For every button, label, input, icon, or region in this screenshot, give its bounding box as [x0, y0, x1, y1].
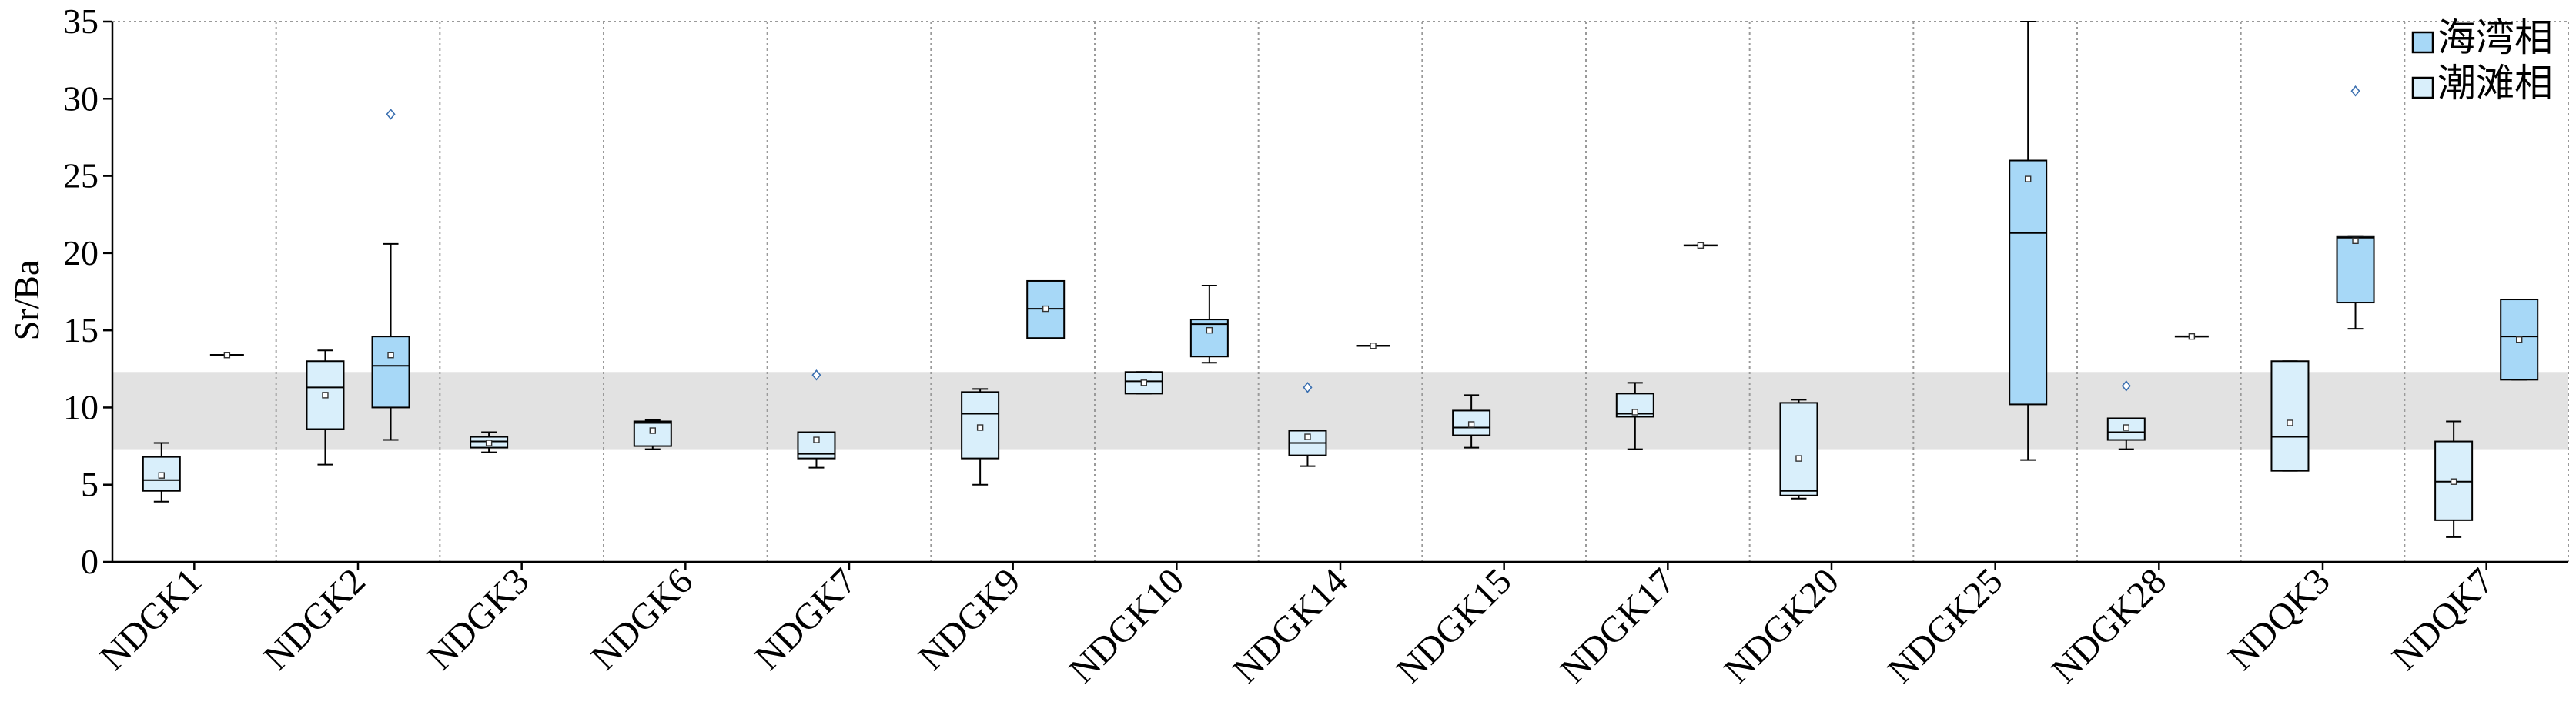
- box-bay-NDGK17: [1683, 242, 1718, 249]
- box-body: [2009, 159, 2048, 406]
- x-tick-label: NDGK3: [420, 560, 537, 677]
- reference-band: [112, 372, 2568, 450]
- mean-marker: [158, 472, 166, 479]
- mean-marker: [485, 440, 493, 446]
- box-tidal-NDGK14: [1288, 382, 1327, 467]
- mean-marker: [1697, 242, 1705, 249]
- mean-marker: [2024, 175, 2032, 182]
- mean-marker: [2123, 424, 2130, 431]
- mean-marker: [1631, 409, 1639, 416]
- box-tidal-NDGK2: [306, 349, 345, 466]
- mean-marker: [2515, 336, 2523, 343]
- legend-swatch-tidal: [2411, 76, 2434, 99]
- box-bay-NDGK14: [1356, 343, 1390, 349]
- y-tick-label: 25: [63, 156, 99, 196]
- x-tick-label: NDQK7: [2384, 560, 2501, 677]
- box-body: [2270, 360, 2310, 472]
- box-tidal-NDGK9: [961, 388, 1000, 486]
- box-tidal-NDGK7: [797, 369, 836, 469]
- mean-marker: [2450, 478, 2457, 485]
- box-bay-NDGK2: [371, 109, 410, 441]
- category-separator-lines: [112, 21, 2568, 562]
- box-bay-NDGK25: [2009, 21, 2048, 461]
- mean-marker: [976, 424, 984, 431]
- box-body: [371, 336, 410, 409]
- x-tick-label: NDGK17: [1553, 560, 1683, 690]
- x-tick-label: NDGK2: [256, 560, 373, 677]
- x-tick-label: NDGK10: [1062, 560, 1192, 690]
- y-tick-label: 0: [81, 542, 99, 581]
- outlier-point: [2350, 85, 2360, 97]
- shaded-reference-band: [112, 372, 2568, 450]
- y-axis-title: Sr/Ba: [7, 260, 46, 341]
- box-body: [2336, 235, 2375, 304]
- box-bay-NDGK1: [209, 352, 244, 359]
- x-tick-label: NDGK14: [1225, 560, 1355, 690]
- box-tidal-NDQK7: [2434, 420, 2474, 538]
- box-body: [1189, 319, 1229, 358]
- outlier-point: [1303, 382, 1313, 393]
- legend-label-bay: 海湾相: [2437, 16, 2553, 59]
- legend-swatch-bay: [2411, 31, 2434, 54]
- box-tidal-NDGK10: [1124, 371, 1163, 395]
- y-tick-label: 30: [63, 79, 99, 118]
- box-tidal-NDGK15: [1452, 394, 1491, 449]
- mean-marker: [223, 352, 231, 359]
- outlier-point: [811, 369, 821, 381]
- box-tidal-NDGK3: [470, 431, 509, 453]
- box-bay-NDGK10: [1189, 284, 1229, 364]
- y-tick-label: 10: [63, 387, 99, 426]
- mean-marker: [322, 392, 329, 399]
- box-tidal-NDQK3: [2270, 360, 2310, 472]
- mean-marker: [649, 427, 656, 434]
- box-plot-series: [142, 21, 2539, 538]
- x-tick-label: NDGK20: [1716, 560, 1846, 690]
- mean-marker: [2188, 333, 2196, 340]
- axes: 0 5 10 15 20 25 30 35 NDGK1 NDGK2 NDGK3 NDGK6 NDGK7 N…: [63, 2, 2569, 691]
- y-tick-label: 20: [63, 233, 99, 272]
- mean-marker: [1140, 379, 1148, 386]
- box-bay-NDQK3: [2336, 85, 2375, 330]
- box-tidal-NDGK1: [142, 442, 181, 503]
- mean-marker: [2287, 419, 2293, 426]
- y-tick-label: 15: [63, 310, 99, 349]
- x-tick-label: NDGK9: [911, 560, 1028, 677]
- x-tick-label: NDGK15: [1389, 560, 1519, 690]
- box-body: [1779, 402, 1818, 496]
- mean-marker: [1370, 343, 1377, 349]
- mean-marker: [2352, 237, 2359, 245]
- y-tick-label: 5: [81, 465, 99, 504]
- box-body: [1026, 279, 1066, 339]
- box-bay-NDGK28: [2174, 333, 2209, 340]
- x-tick-label: NDGK7: [747, 560, 864, 677]
- x-tick-label: NDGK6: [584, 560, 701, 677]
- box-tidal-NDGK28: [2106, 380, 2146, 450]
- outlier-point: [386, 109, 396, 120]
- box-tidal-NDGK20: [1779, 399, 1818, 500]
- legend: 海湾相 潮滩相: [2411, 16, 2553, 105]
- box-tidal-NDGK17: [1615, 382, 1654, 450]
- y-tick-label: 35: [63, 2, 99, 41]
- mean-marker: [1304, 433, 1311, 440]
- mean-marker: [1042, 305, 1049, 313]
- outlier-point: [2121, 380, 2131, 392]
- box-bay-NDGK9: [1026, 279, 1066, 339]
- x-tick-label: NDGK28: [2044, 560, 2174, 690]
- x-tick-label: NDGK25: [1880, 560, 2010, 690]
- box-bay-NDQK7: [2500, 299, 2539, 381]
- mean-marker: [1206, 326, 1213, 334]
- mean-marker: [1795, 455, 1802, 462]
- box-tidal-NDGK6: [633, 419, 672, 450]
- mean-marker: [1467, 421, 1475, 428]
- x-tick-label: NDGK1: [92, 560, 209, 677]
- x-tick-label: NDQK3: [2220, 560, 2337, 677]
- mean-marker: [813, 436, 820, 443]
- mean-marker: [387, 352, 394, 359]
- legend-label-tidal: 潮滩相: [2437, 62, 2553, 105]
